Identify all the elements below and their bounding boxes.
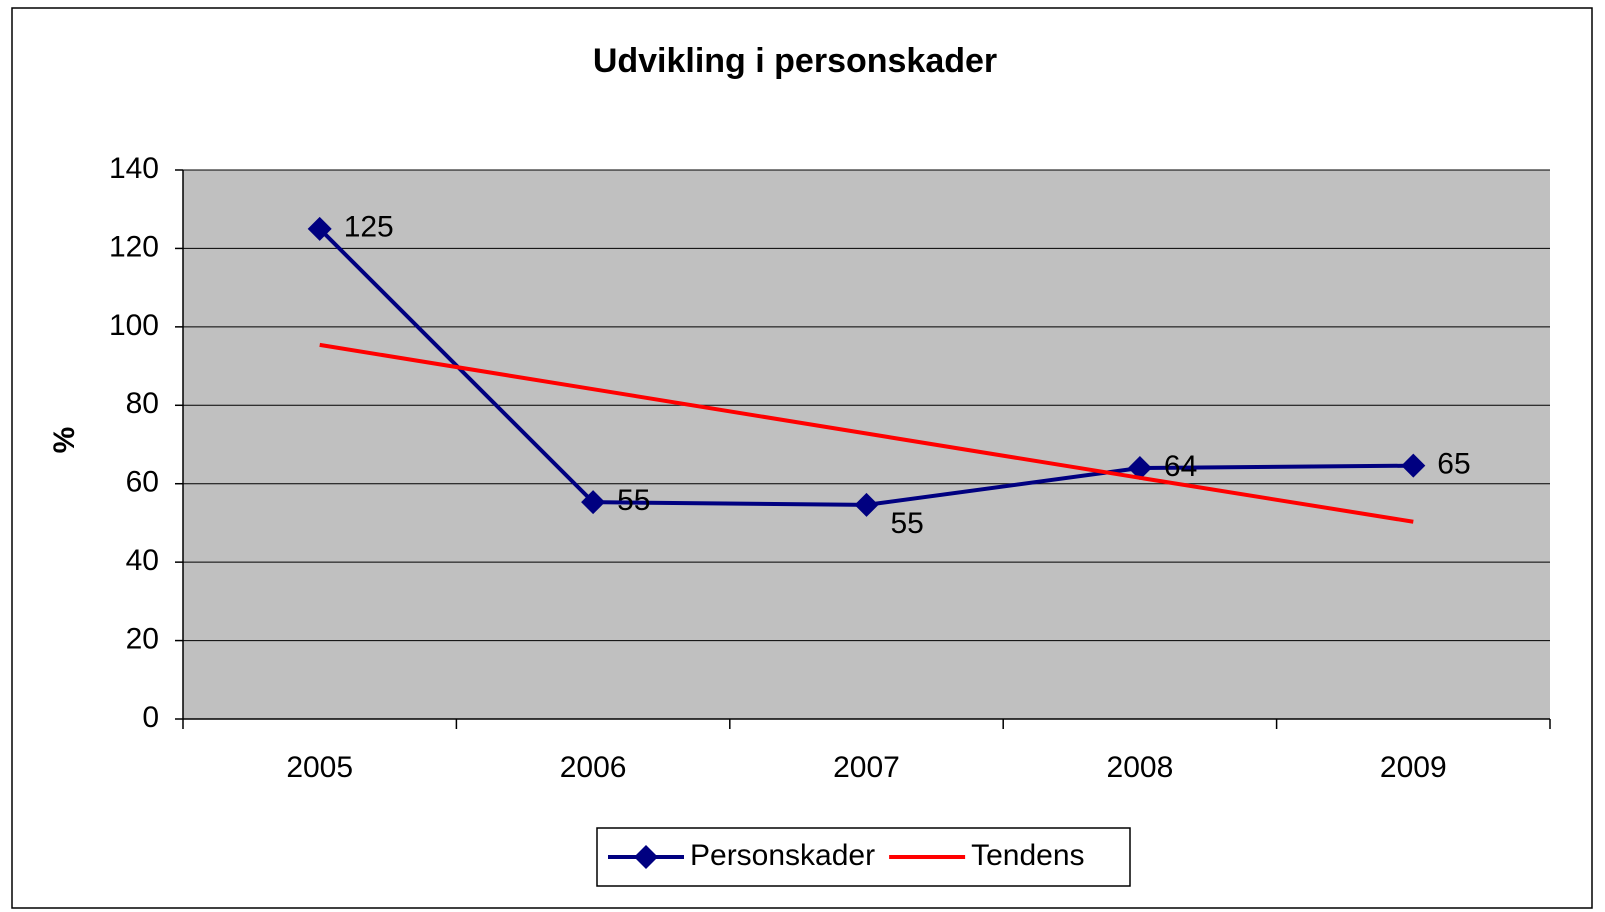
chart-title: Udvikling i personskader: [593, 42, 997, 80]
y-tick-label: 20: [126, 622, 159, 655]
y-tick-label: 80: [126, 387, 159, 420]
legend-box: [596, 827, 1131, 887]
data-label: 125: [344, 211, 394, 244]
marker: [1401, 453, 1426, 478]
series-line: [319, 342, 1414, 524]
x-tick-label: 2008: [1107, 751, 1174, 784]
x-tick-label: 2007: [833, 751, 900, 784]
legend-marker: [634, 845, 658, 869]
y-tick-label: 140: [109, 152, 159, 185]
x-tick-label: 2005: [286, 751, 353, 784]
data-label: 64: [1164, 450, 1197, 483]
y-tick-label: 100: [109, 309, 159, 342]
y-tick-label: 60: [126, 466, 159, 499]
marker: [307, 216, 332, 241]
y-tick-label: 120: [109, 230, 159, 263]
legend-label: Tendens: [971, 839, 1084, 872]
marker: [854, 492, 879, 517]
y-tick-label: 0: [142, 701, 159, 734]
x-tick-label: 2006: [560, 751, 627, 784]
data-label: 55: [617, 484, 650, 517]
marker: [581, 490, 606, 515]
legend-label: Personskader: [690, 839, 875, 872]
y-axis-label: %: [48, 427, 81, 454]
plot-area: [183, 170, 1550, 719]
x-tick-label: 2009: [1380, 751, 1447, 784]
data-label: 55: [891, 507, 924, 540]
y-tick-label: 40: [126, 544, 159, 577]
marker: [1127, 456, 1152, 481]
data-label: 65: [1437, 448, 1470, 481]
